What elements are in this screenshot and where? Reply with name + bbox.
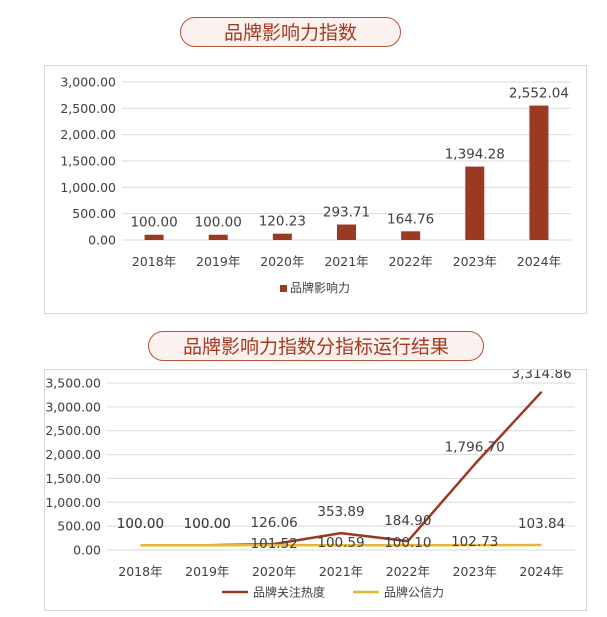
data-label: 184.90 — [384, 513, 431, 529]
data-label: 102.73 — [451, 534, 498, 550]
x-tick-label: 2024年 — [517, 254, 561, 269]
y-tick-label: 1,500.00 — [60, 154, 116, 169]
y-tick-label: 1,000.00 — [60, 180, 116, 195]
data-label: 100.10 — [384, 535, 431, 551]
x-tick-label: 2020年 — [260, 254, 304, 269]
data-label: 293.71 — [323, 205, 370, 221]
legend-swatch — [280, 285, 287, 292]
bar — [208, 234, 228, 240]
y-tick-label: 500.00 — [57, 519, 101, 534]
data-label: 3,314.86 — [512, 370, 572, 382]
y-tick-label: 2,000.00 — [60, 127, 116, 142]
x-tick-label: 2023年 — [453, 254, 497, 269]
y-tick-label: 1,000.00 — [45, 495, 101, 510]
data-label: 100.00 — [195, 215, 242, 231]
bar — [144, 234, 164, 240]
data-label: 1,796.70 — [445, 439, 505, 455]
bottom-chart-panel: 0.00 500.00 1,000.00 1,500.00 2,000.00 2,500.… — [44, 366, 587, 611]
y-tick-label: 0.00 — [73, 543, 101, 558]
x-tick-label: 2018年 — [132, 254, 176, 269]
legend-label: 品牌关注热度 — [253, 585, 325, 600]
data-label: 101.52 — [251, 536, 298, 552]
x-tick-label: 2019年 — [196, 254, 240, 269]
data-label: 100.00 — [130, 215, 177, 231]
bottom-chart-title: 品牌影响力指数分指标运行结果 — [148, 331, 484, 361]
top-chart-panel: 0.00 500.00 1,000.00 1,500.00 2,000.00 2,500.… — [44, 65, 587, 314]
data-label: 164.76 — [387, 211, 434, 227]
y-tick-label: 3,000.00 — [45, 399, 101, 414]
bar — [401, 231, 421, 240]
bar — [272, 233, 292, 240]
y-tick-label: 2,500.00 — [45, 423, 101, 438]
top-chart-title: 品牌影响力指数 — [180, 17, 401, 47]
x-tick-label: 2019年 — [185, 564, 229, 579]
legend-label: 品牌影响力 — [290, 280, 350, 295]
brand-influence-bar-chart: 0.00 500.00 1,000.00 1,500.00 2,000.00 2,500.… — [60, 75, 571, 295]
bar — [337, 224, 356, 240]
y-tick-label: 2,500.00 — [60, 101, 116, 116]
x-tick-label: 2023年 — [453, 564, 497, 579]
y-tick-label: 3,500.00 — [45, 376, 101, 391]
y-tick-label: 0.00 — [88, 233, 116, 248]
data-label: 100.00 — [117, 516, 164, 532]
data-label: 353.89 — [317, 504, 364, 520]
data-label: 100.00 — [184, 516, 231, 532]
data-label: 100.00 — [184, 516, 231, 532]
x-tick-label: 2022年 — [388, 254, 432, 269]
data-label: 120.23 — [259, 214, 306, 230]
data-label: 126.06 — [251, 515, 298, 531]
x-tick-label: 2018年 — [118, 564, 162, 579]
data-label: 1,394.28 — [445, 147, 505, 163]
x-tick-label: 2024年 — [519, 564, 563, 579]
x-tick-label: 2021年 — [319, 564, 363, 579]
data-label: 2,552.04 — [509, 86, 569, 102]
data-label: 103.84 — [518, 516, 565, 532]
x-tick-label: 2021年 — [324, 254, 368, 269]
y-tick-label: 500.00 — [72, 206, 116, 221]
x-tick-label: 2022年 — [386, 564, 430, 579]
y-tick-label: 1,500.00 — [45, 471, 101, 486]
y-tick-label: 3,000.00 — [60, 75, 116, 90]
data-label: 100.00 — [117, 516, 164, 532]
x-tick-label: 2020年 — [252, 564, 296, 579]
bar — [465, 166, 485, 240]
legend-label: 品牌公信力 — [384, 586, 444, 600]
sub-index-line-chart: 0.00 500.00 1,000.00 1,500.00 2,000.00 2,500.… — [45, 366, 575, 600]
bar — [529, 105, 549, 240]
data-label: 100.59 — [317, 535, 364, 551]
y-tick-label: 2,000.00 — [45, 447, 101, 462]
